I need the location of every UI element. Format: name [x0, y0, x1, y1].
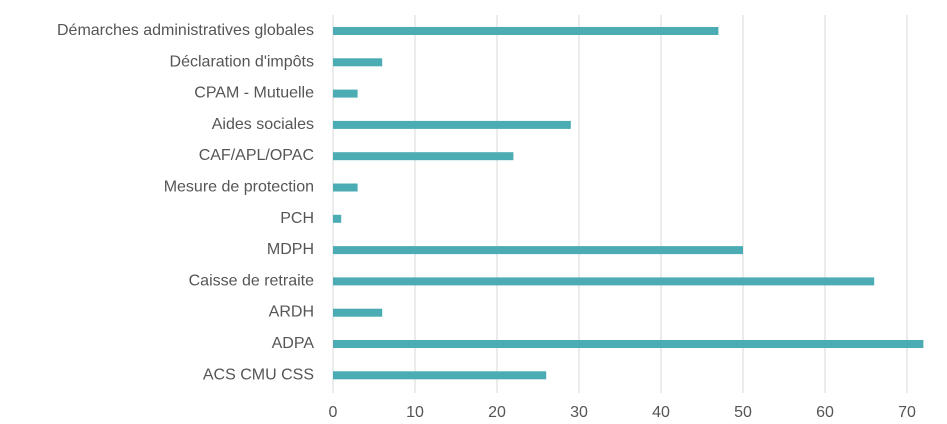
bar-10 — [333, 308, 383, 317]
category-label: MDPH — [267, 241, 314, 258]
category-label: ADPA — [272, 335, 315, 352]
category-labels: Démarches administratives globales Déclar… — [57, 22, 314, 383]
bar-7 — [333, 214, 342, 223]
category-label: Aides sociales — [212, 116, 314, 133]
x-tick-label: 40 — [652, 404, 670, 421]
bar-2 — [333, 58, 383, 67]
bar-5 — [333, 152, 514, 161]
bars — [333, 27, 924, 380]
category-label: Déclaration d'impôts — [170, 53, 314, 70]
category-label: ARDH — [269, 304, 314, 321]
bar-9 — [333, 277, 875, 286]
bar-8 — [333, 246, 743, 255]
category-label: Caisse de retraite — [189, 272, 314, 289]
category-label: PCH — [280, 210, 314, 227]
x-tick-label: 30 — [570, 404, 588, 421]
x-tick-label: 70 — [898, 404, 916, 421]
x-tick-label: 20 — [488, 404, 506, 421]
bar-1 — [333, 27, 719, 35]
x-tick-label: 10 — [406, 404, 424, 421]
category-label: ACS CMU CSS — [203, 366, 314, 383]
category-label: Mesure de protection — [164, 179, 314, 196]
x-tick-label: 50 — [734, 404, 752, 421]
gridlines — [332, 15, 908, 393]
bar-4 — [333, 120, 571, 129]
x-tick-label: 0 — [329, 404, 338, 421]
bar-12 — [333, 371, 547, 380]
bar-11 — [333, 340, 924, 348]
category-label: CPAM - Mutuelle — [194, 85, 314, 102]
bar-6 — [333, 183, 358, 192]
bar-3 — [333, 89, 358, 98]
category-label: CAF/APL/OPAC — [199, 147, 314, 164]
category-label: Démarches administratives globales — [57, 22, 314, 39]
x-tick-label: 60 — [816, 404, 834, 421]
x-axis-tick-labels: 0 10 20 30 40 50 60 70 — [329, 404, 916, 421]
